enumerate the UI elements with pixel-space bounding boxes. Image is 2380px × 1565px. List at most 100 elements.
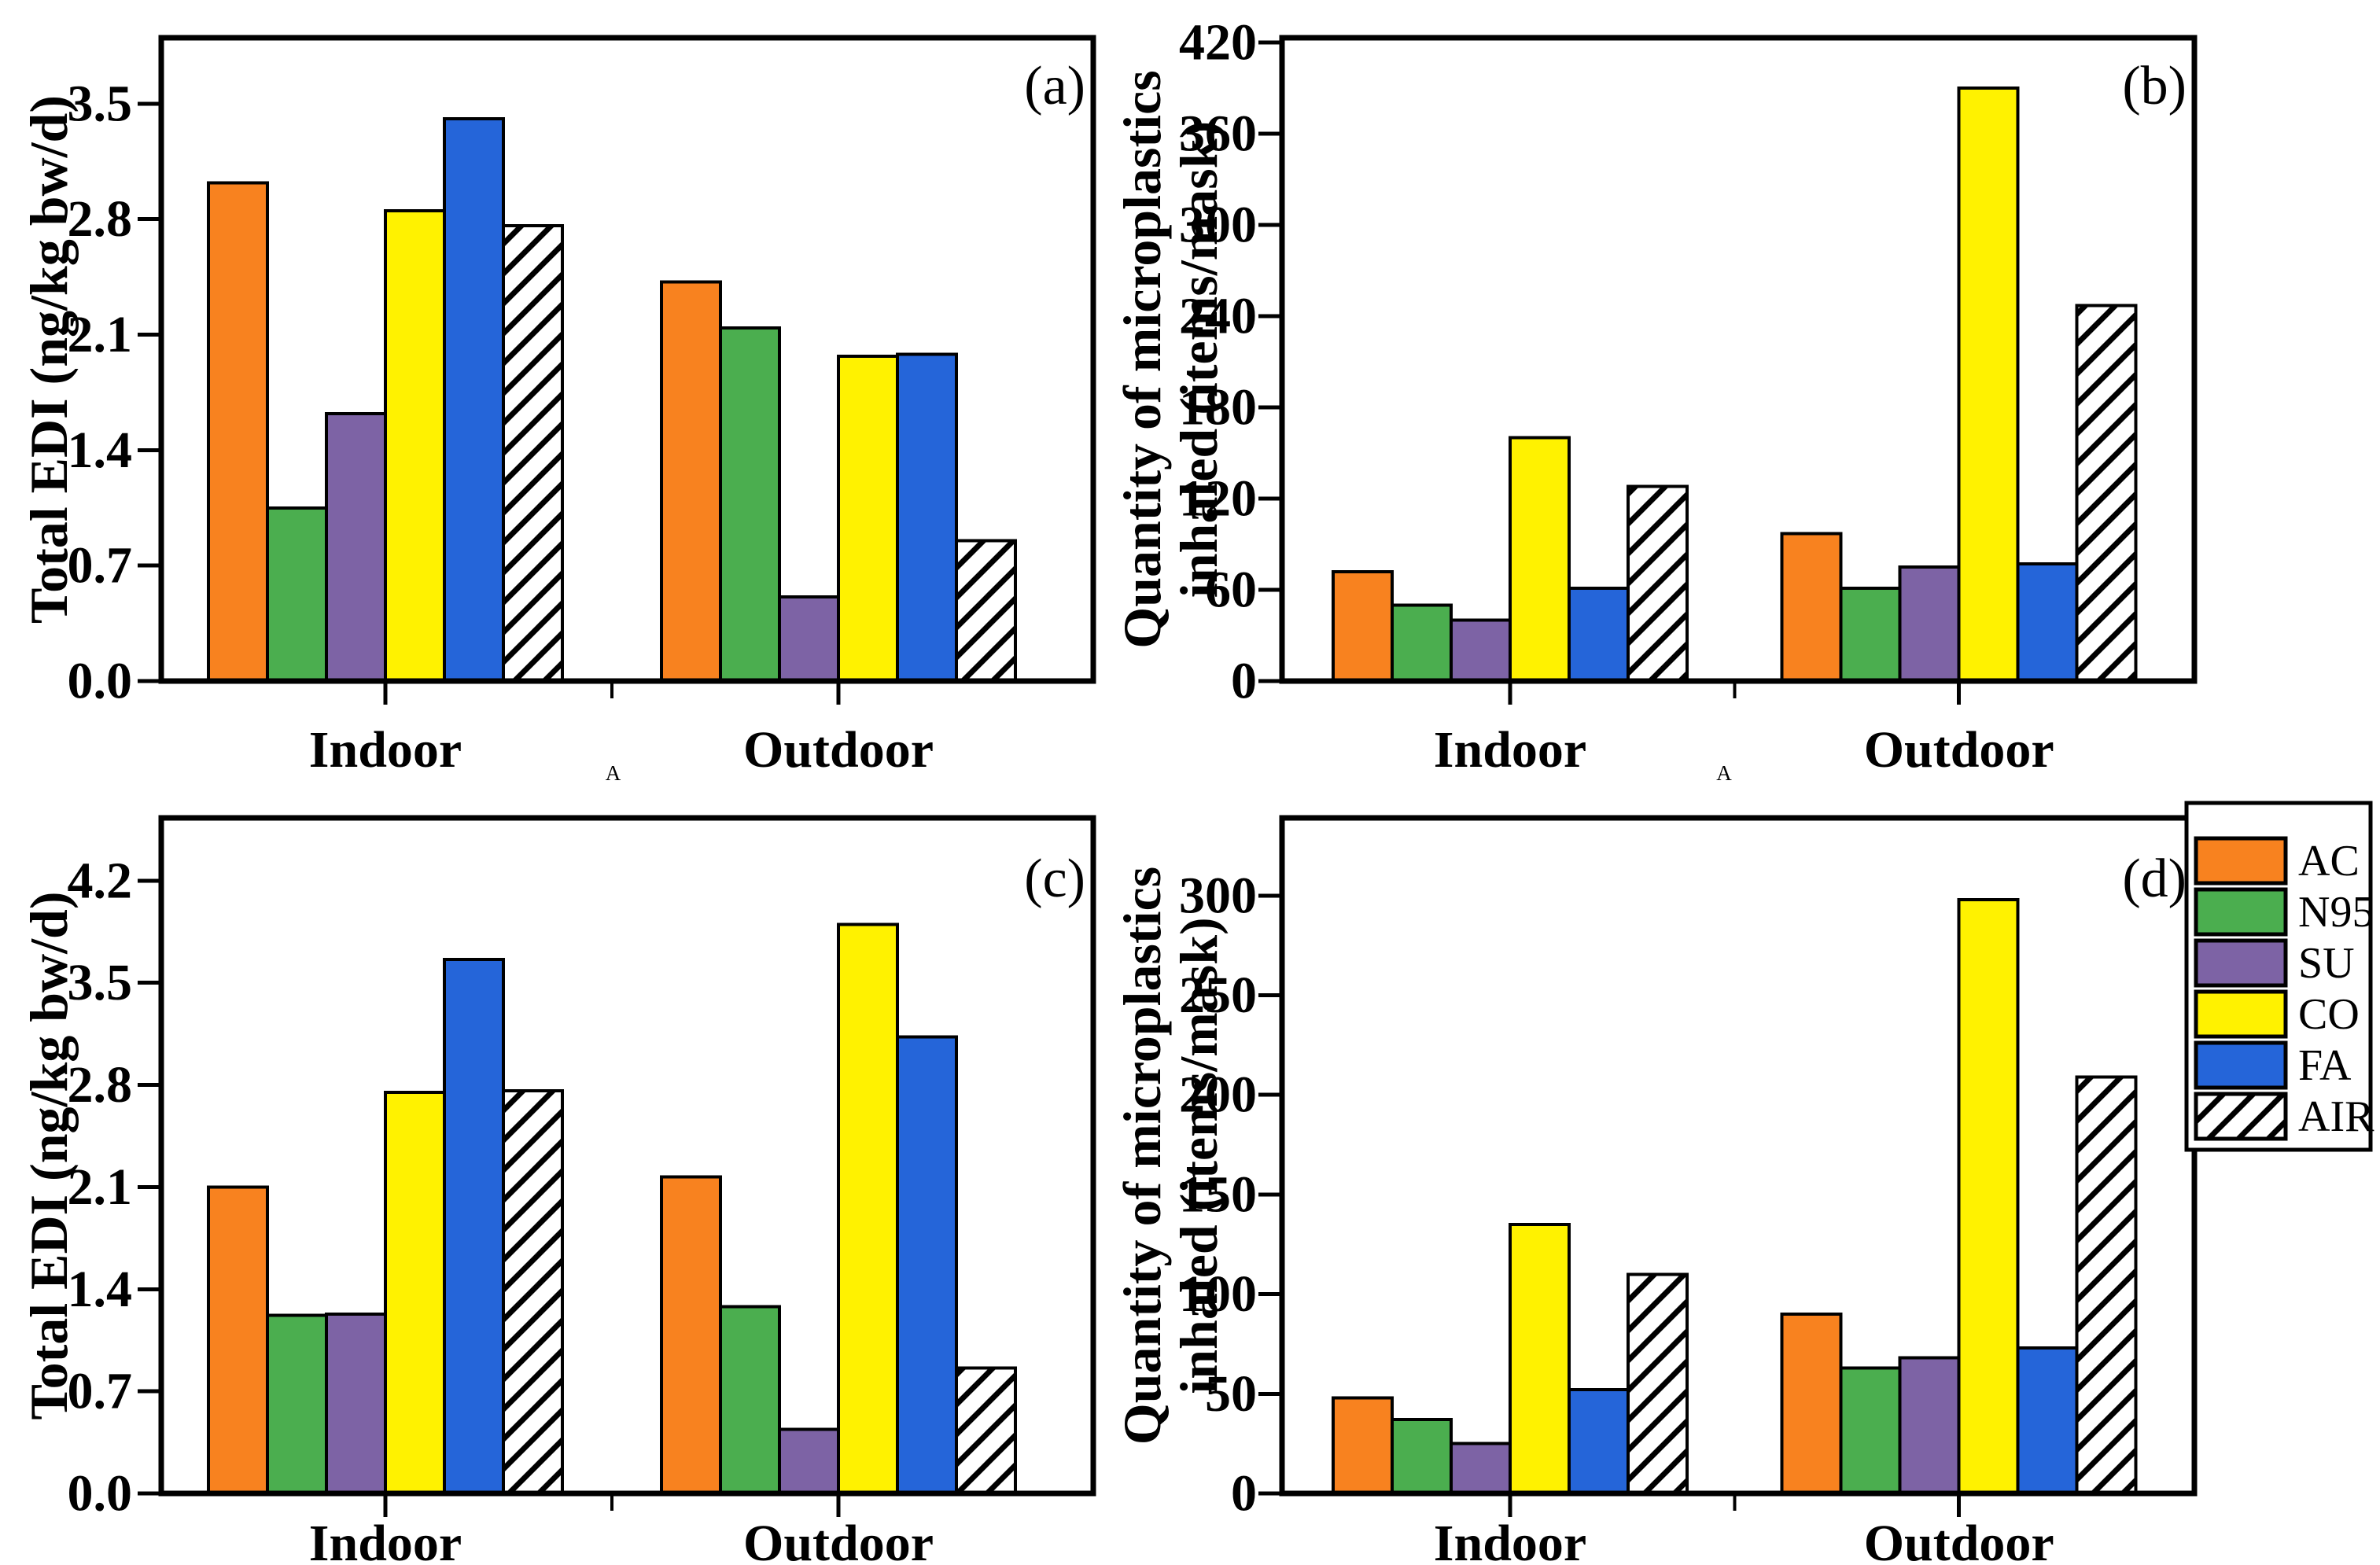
bar-SU-Outdoor bbox=[1898, 565, 1961, 683]
panel-letter-b: (b) bbox=[2122, 56, 2187, 116]
bar-N95-Indoor bbox=[265, 506, 328, 683]
bar-AIR-Indoor bbox=[501, 224, 564, 683]
x-tick-label-indoor: Indoor bbox=[1434, 721, 1586, 779]
panel-c: 0.0 0.7 1.4 2.1 2.8 3.5 4.2 Indoor Outdoor Total … bbox=[19, 815, 1096, 1565]
panel-letter-d: (d) bbox=[2122, 849, 2187, 909]
x-tick-label-indoor: Indoor bbox=[1434, 1515, 1586, 1565]
bar-CO-Outdoor bbox=[1957, 86, 2020, 683]
y-tick-label: 250 bbox=[1179, 967, 1257, 1024]
y-tick-label: 2.8 bbox=[68, 1056, 133, 1114]
y-tick-label: 3.5 bbox=[68, 954, 133, 1011]
bar-CO-Indoor bbox=[1509, 436, 1571, 683]
bar-N95-Indoor bbox=[1391, 603, 1453, 683]
bar-CO-Outdoor bbox=[1957, 897, 2020, 1495]
bar-AIR-Outdoor bbox=[955, 539, 1018, 683]
plot-box-b bbox=[1279, 35, 2198, 684]
bar-FA-Indoor bbox=[442, 957, 505, 1495]
y-axis-label-line2: inhaled (items/mask) bbox=[1169, 917, 1229, 1394]
y-axis-label: Total EDI (ng/kg bw/d) bbox=[19, 891, 79, 1420]
y-tick-label: 3.5 bbox=[68, 75, 133, 132]
y-tick-label: 200 bbox=[1179, 1066, 1257, 1124]
legend-label-CO: CO bbox=[2298, 990, 2360, 1039]
y-tick-label: 50 bbox=[1205, 1365, 1257, 1423]
bar-AC-Indoor bbox=[206, 181, 269, 683]
y-tick-label: 0 bbox=[1231, 1465, 1257, 1523]
bar-N95-Indoor bbox=[265, 1313, 328, 1495]
bar-AIR-Outdoor bbox=[2075, 1075, 2138, 1495]
legend-label-N95: N95 bbox=[2298, 888, 2374, 937]
y-tick-label: 4.2 bbox=[68, 852, 133, 909]
bar-CO-Outdoor bbox=[837, 922, 900, 1495]
bar-N95-Outdoor bbox=[1839, 587, 1902, 683]
bar-SU-Outdoor bbox=[778, 595, 841, 683]
y-tick-label: 300 bbox=[1179, 196, 1257, 253]
y-tick-label: 60 bbox=[1205, 561, 1257, 618]
y-tick-label: 2.8 bbox=[68, 190, 133, 248]
bar-AIR-Outdoor bbox=[2075, 304, 2138, 683]
bar-N95-Indoor bbox=[1391, 1418, 1453, 1496]
legend-swatch-FA bbox=[2194, 1040, 2288, 1090]
legend-swatch-N95 bbox=[2194, 887, 2288, 937]
y-axis-label: Total EDI (ng/kg bw/d) bbox=[19, 95, 79, 624]
bar-AC-Outdoor bbox=[1780, 1312, 1843, 1495]
x-axis-title: A bbox=[606, 761, 621, 785]
y-tick-label: 300 bbox=[1179, 867, 1257, 924]
legend-swatch-AIR bbox=[2194, 1092, 2288, 1141]
y-tick-label: 100 bbox=[1179, 1265, 1257, 1323]
y-tick-label: 2.1 bbox=[68, 1158, 133, 1216]
bar-FA-Indoor bbox=[442, 116, 505, 683]
plot-box-c bbox=[158, 815, 1096, 1497]
bar-CO-Indoor bbox=[383, 1090, 446, 1495]
x-tick-label-outdoor: Outdoor bbox=[743, 721, 934, 779]
legend-label-SU: SU bbox=[2298, 939, 2355, 988]
bar-CO-Indoor bbox=[1509, 1222, 1571, 1496]
legend-swatch-SU bbox=[2194, 938, 2288, 988]
plot-box-a bbox=[158, 35, 1096, 684]
y-axis-label-line1: Quantity of microplastics bbox=[1112, 867, 1172, 1445]
bar-SU-Outdoor bbox=[1898, 1356, 1961, 1496]
bar-SU-Outdoor bbox=[778, 1427, 841, 1496]
y-tick-label: 0.7 bbox=[68, 537, 133, 595]
bar-FA-Indoor bbox=[1568, 587, 1630, 683]
x-tick-label-outdoor: Outdoor bbox=[743, 1515, 934, 1565]
legend-swatch-CO bbox=[2194, 989, 2288, 1039]
bar-FA-Outdoor bbox=[896, 352, 959, 683]
y-tick-label: 120 bbox=[1179, 470, 1257, 527]
plot-box-d bbox=[1279, 815, 2198, 1497]
bar-N95-Outdoor bbox=[719, 326, 782, 683]
y-tick-label: 420 bbox=[1179, 13, 1257, 71]
bar-AIR-Indoor bbox=[501, 1088, 564, 1496]
panel-a: 0.0 0.7 1.4 2.1 2.8 3.5 Indoor Outdoor Total EDI… bbox=[19, 35, 1096, 785]
bar-SU-Indoor bbox=[324, 412, 387, 683]
bar-FA-Outdoor bbox=[2016, 562, 2079, 683]
legend-label-AIR: AIR bbox=[2298, 1092, 2374, 1141]
y-tick-label: 0.7 bbox=[68, 1363, 133, 1420]
bar-AC-Indoor bbox=[206, 1185, 269, 1496]
y-tick-label: 240 bbox=[1179, 287, 1257, 344]
legend-label-AC: AC bbox=[2298, 837, 2360, 886]
bar-FA-Outdoor bbox=[896, 1035, 959, 1495]
y-tick-label: 360 bbox=[1179, 105, 1257, 162]
y-tick-label: 150 bbox=[1179, 1165, 1257, 1223]
bar-AIR-Indoor bbox=[1627, 484, 1689, 683]
x-tick-label-indoor: Indoor bbox=[309, 721, 462, 779]
bar-AC-Indoor bbox=[1332, 1396, 1394, 1496]
bar-N95-Outdoor bbox=[1839, 1366, 1902, 1495]
y-tick-label: 2.1 bbox=[68, 306, 133, 363]
panel-letter-a: (a) bbox=[1024, 56, 1085, 116]
x-tick-label-indoor: Indoor bbox=[309, 1515, 462, 1565]
bar-FA-Indoor bbox=[1568, 1388, 1630, 1495]
y-axis-label-line2: inhaled (items/mask) bbox=[1169, 121, 1229, 598]
bar-AIR-Outdoor bbox=[955, 1366, 1018, 1496]
bar-AC-Indoor bbox=[1332, 569, 1394, 683]
bar-N95-Outdoor bbox=[719, 1305, 782, 1496]
bar-FA-Outdoor bbox=[2016, 1346, 2079, 1495]
y-tick-label: 0.0 bbox=[68, 1465, 133, 1523]
bar-SU-Indoor bbox=[324, 1312, 387, 1496]
panel-b: 0 60 120 180 240 300 360 420 Indoor Outdoor Quanti… bbox=[1112, 13, 2198, 785]
y-tick-label: 180 bbox=[1179, 378, 1257, 436]
x-tick-label-outdoor: Outdoor bbox=[1864, 1515, 2054, 1565]
